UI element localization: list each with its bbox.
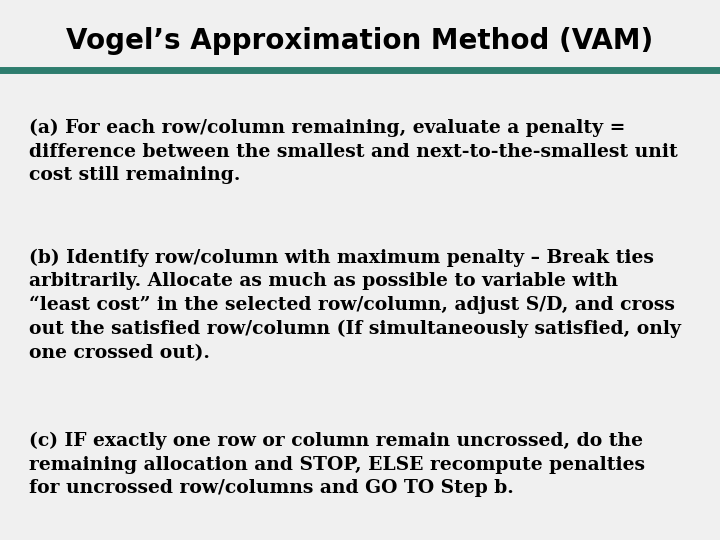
Text: (b) Identify row/column with maximum penalty – Break ties
arbitrarily. Allocate : (b) Identify row/column with maximum pen…	[29, 248, 681, 362]
Text: Vogel’s Approximation Method (VAM): Vogel’s Approximation Method (VAM)	[66, 27, 654, 55]
Text: (c) IF exactly one row or column remain uncrossed, do the
remaining allocation a: (c) IF exactly one row or column remain …	[29, 432, 645, 497]
Text: (a) For each row/column remaining, evaluate a penalty =
difference between the s: (a) For each row/column remaining, evalu…	[29, 119, 678, 184]
